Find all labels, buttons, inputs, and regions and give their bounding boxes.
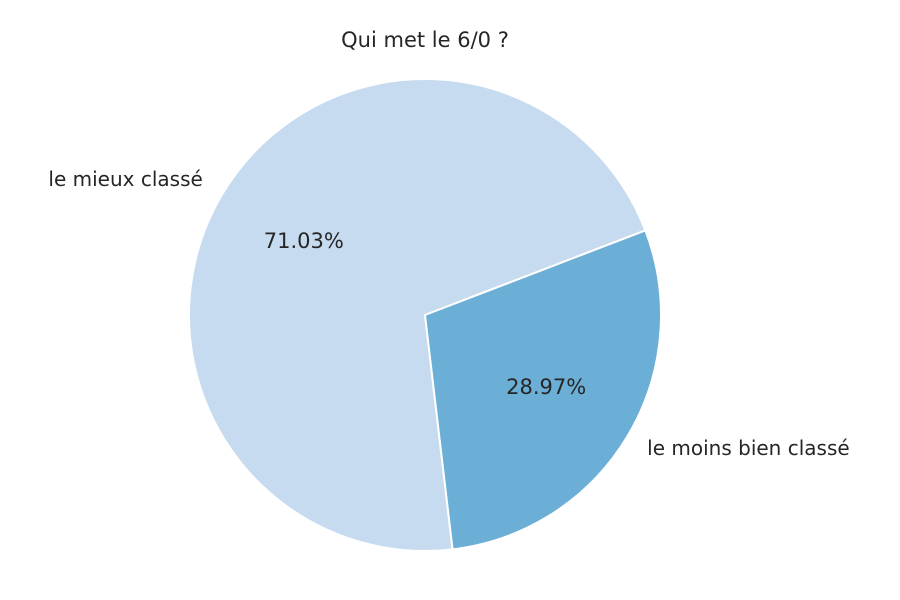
pie-slice-0 [188,78,647,552]
chart-title: Qui met le 6/0 ? [341,28,509,52]
pie-labels: le mieux classé 71.03% le moins bien class… [48,167,849,460]
pie-slices [188,78,662,552]
slice-percent-1: 28.97% [506,375,586,399]
slice-percent-0: 71.03% [264,229,344,253]
slice-label-1: le moins bien classé [647,436,850,460]
pie-slice-1 [423,229,662,551]
slice-label-0: le mieux classé [48,167,202,191]
